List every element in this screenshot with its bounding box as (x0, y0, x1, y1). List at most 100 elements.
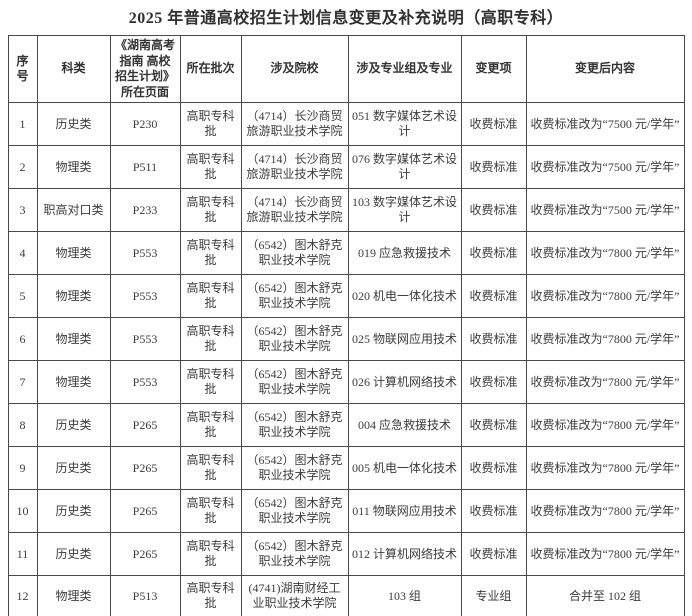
column-header-page: 《湖南高考 指南 高校 招生计划》 所在页面 (109, 34, 181, 104)
cell-item: 收费标准 (460, 102, 527, 147)
cell-page: P265 (109, 403, 181, 448)
cell-batch: 高职专科批 (179, 317, 242, 362)
table-row: 1 历史类 P230 高职专科批 （4714）长沙商贸旅游职业技术学院 051 数字媒体艺… (7, 102, 685, 147)
cell-batch: 高职专科批 (179, 575, 242, 616)
column-header-batch: 所在批次 (179, 34, 242, 104)
cell-category: 历史类 (36, 102, 111, 147)
cell-batch: 高职专科批 (179, 188, 242, 233)
column-header-major: 涉及专业组及专业 (347, 34, 462, 104)
cell-major: 026 计算机网络技术 (347, 360, 462, 405)
column-header-school: 涉及院校 (240, 34, 349, 104)
cell-school: （6542）图木舒克职业技术学院 (240, 317, 349, 362)
cell-batch: 高职专科批 (179, 145, 242, 190)
cell-content: 收费标准改为“7800 元/学年” (525, 231, 685, 276)
cell-page: P265 (109, 446, 181, 491)
cell-item: 收费标准 (460, 145, 527, 190)
cell-major: 005 机电一体化技术 (347, 446, 462, 491)
cell-page: P553 (109, 274, 181, 319)
cell-batch: 高职专科批 (179, 360, 242, 405)
cell-content: 收费标准改为“7800 元/学年” (525, 317, 685, 362)
change-table: 序号 科类 《湖南高考 指南 高校 招生计划》 所在页面 所在批次 涉及院校 涉及专业组及… (7, 34, 685, 616)
cell-content: 收费标准改为“7500 元/学年” (525, 145, 685, 190)
cell-batch: 高职专科批 (179, 532, 242, 577)
table-row: 12 物理类 P513 高职专科批 (4741)湖南财经工业职业技术学院 103 组专业组… (7, 575, 685, 616)
cell-major: 004 应急救援技术 (347, 403, 462, 448)
cell-category: 历史类 (36, 403, 111, 448)
cell-item: 收费标准 (460, 188, 527, 233)
cell-content: 收费标准改为“7500 元/学年” (525, 188, 685, 233)
cell-major: 103 数字媒体艺术设计 (347, 188, 462, 233)
cell-major: 103 组 (347, 575, 462, 616)
cell-seq: 12 (7, 575, 38, 616)
table-row: 2 物理类 P511 高职专科批 （4714）长沙商贸旅游职业技术学院 076 数字媒体艺… (7, 145, 685, 190)
cell-page: P233 (109, 188, 181, 233)
cell-page: P513 (109, 575, 181, 616)
cell-seq: 10 (7, 489, 38, 534)
cell-seq: 9 (7, 446, 38, 491)
cell-content: 合并至 102 组 (525, 575, 685, 616)
cell-major: 020 机电一体化技术 (347, 274, 462, 319)
table-row: 5 物理类 P553 高职专科批 （6542）图木舒克职业技术学院 020 机电一体化技术… (7, 274, 685, 319)
cell-school: （6542）图木舒克职业技术学院 (240, 446, 349, 491)
cell-batch: 高职专科批 (179, 274, 242, 319)
table-row: 11 历史类 P265 高职专科批 （6542）图木舒克职业技术学院 012 计算机网络技… (7, 532, 685, 577)
column-header-category: 科类 (36, 34, 111, 104)
cell-school: （6542）图木舒克职业技术学院 (240, 274, 349, 319)
cell-school: （4714）长沙商贸旅游职业技术学院 (240, 102, 349, 147)
cell-page: P553 (109, 317, 181, 362)
cell-item: 收费标准 (460, 532, 527, 577)
cell-content: 收费标准改为“7800 元/学年” (525, 274, 685, 319)
header-row: 序号 科类 《湖南高考 指南 高校 招生计划》 所在页面 所在批次 涉及院校 涉及专业组及… (7, 34, 685, 104)
table-row: 6 物理类 P553 高职专科批 （6542）图木舒克职业技术学院 025 物联网应用技术… (7, 317, 685, 362)
cell-seq: 8 (7, 403, 38, 448)
cell-seq: 11 (7, 532, 38, 577)
column-header-seq: 序号 (7, 34, 38, 104)
page-title: 2025 年普通高校招生计划信息变更及补充说明（高职专科） (128, 10, 564, 27)
cell-item: 收费标准 (460, 317, 527, 362)
cell-item: 收费标准 (460, 403, 527, 448)
cell-school: （4714）长沙商贸旅游职业技术学院 (240, 188, 349, 233)
cell-item: 收费标准 (460, 489, 527, 534)
cell-school: （4714）长沙商贸旅游职业技术学院 (240, 145, 349, 190)
cell-batch: 高职专科批 (179, 403, 242, 448)
cell-school: （6542）图木舒克职业技术学院 (240, 231, 349, 276)
cell-item: 收费标准 (460, 231, 527, 276)
cell-seq: 6 (7, 317, 38, 362)
cell-page: P265 (109, 489, 181, 534)
table-head: 序号 科类 《湖南高考 指南 高校 招生计划》 所在页面 所在批次 涉及院校 涉及专业组及… (7, 34, 685, 104)
cell-major: 012 计算机网络技术 (347, 532, 462, 577)
cell-category: 历史类 (36, 489, 111, 534)
column-header-content: 变更后内容 (525, 34, 685, 104)
cell-major: 011 物联网应用技术 (347, 489, 462, 534)
cell-seq: 3 (7, 188, 38, 233)
cell-category: 物理类 (36, 145, 111, 190)
cell-major: 019 应急救援技术 (347, 231, 462, 276)
cell-page: P230 (109, 102, 181, 147)
cell-seq: 2 (7, 145, 38, 190)
table-row: 4 物理类 P553 高职专科批 （6542）图木舒克职业技术学院 019 应急救援技术收… (7, 231, 685, 276)
cell-school: （6542）图木舒克职业技术学院 (240, 532, 349, 577)
cell-school: （6542）图木舒克职业技术学院 (240, 489, 349, 534)
cell-item: 收费标准 (460, 274, 527, 319)
cell-category: 历史类 (36, 446, 111, 491)
cell-content: 收费标准改为“7800 元/学年” (525, 532, 685, 577)
cell-category: 职高对口类 (36, 188, 111, 233)
cell-batch: 高职专科批 (179, 446, 242, 491)
cell-category: 历史类 (36, 532, 111, 577)
cell-seq: 4 (7, 231, 38, 276)
cell-content: 收费标准改为“7800 元/学年” (525, 403, 685, 448)
cell-content: 收费标准改为“7800 元/学年” (525, 489, 685, 534)
cell-major: 051 数字媒体艺术设计 (347, 102, 462, 147)
cell-page: P553 (109, 231, 181, 276)
table-row: 3 职高对口类 P233 高职专科批 （4714）长沙商贸旅游职业技术学院 103 数字媒… (7, 188, 685, 233)
cell-item: 专业组 (460, 575, 527, 616)
cell-seq: 7 (7, 360, 38, 405)
table-row: 7 物理类 P553 高职专科批 （6542）图木舒克职业技术学院 026 计算机网络技术… (7, 360, 685, 405)
cell-batch: 高职专科批 (179, 489, 242, 534)
cell-major: 025 物联网应用技术 (347, 317, 462, 362)
cell-seq: 1 (7, 102, 38, 147)
table-row: 10 历史类 P265 高职专科批 （6542）图木舒克职业技术学院 011 物联网应用技… (7, 489, 685, 534)
cell-category: 物理类 (36, 360, 111, 405)
cell-page: P553 (109, 360, 181, 405)
cell-item: 收费标准 (460, 360, 527, 405)
